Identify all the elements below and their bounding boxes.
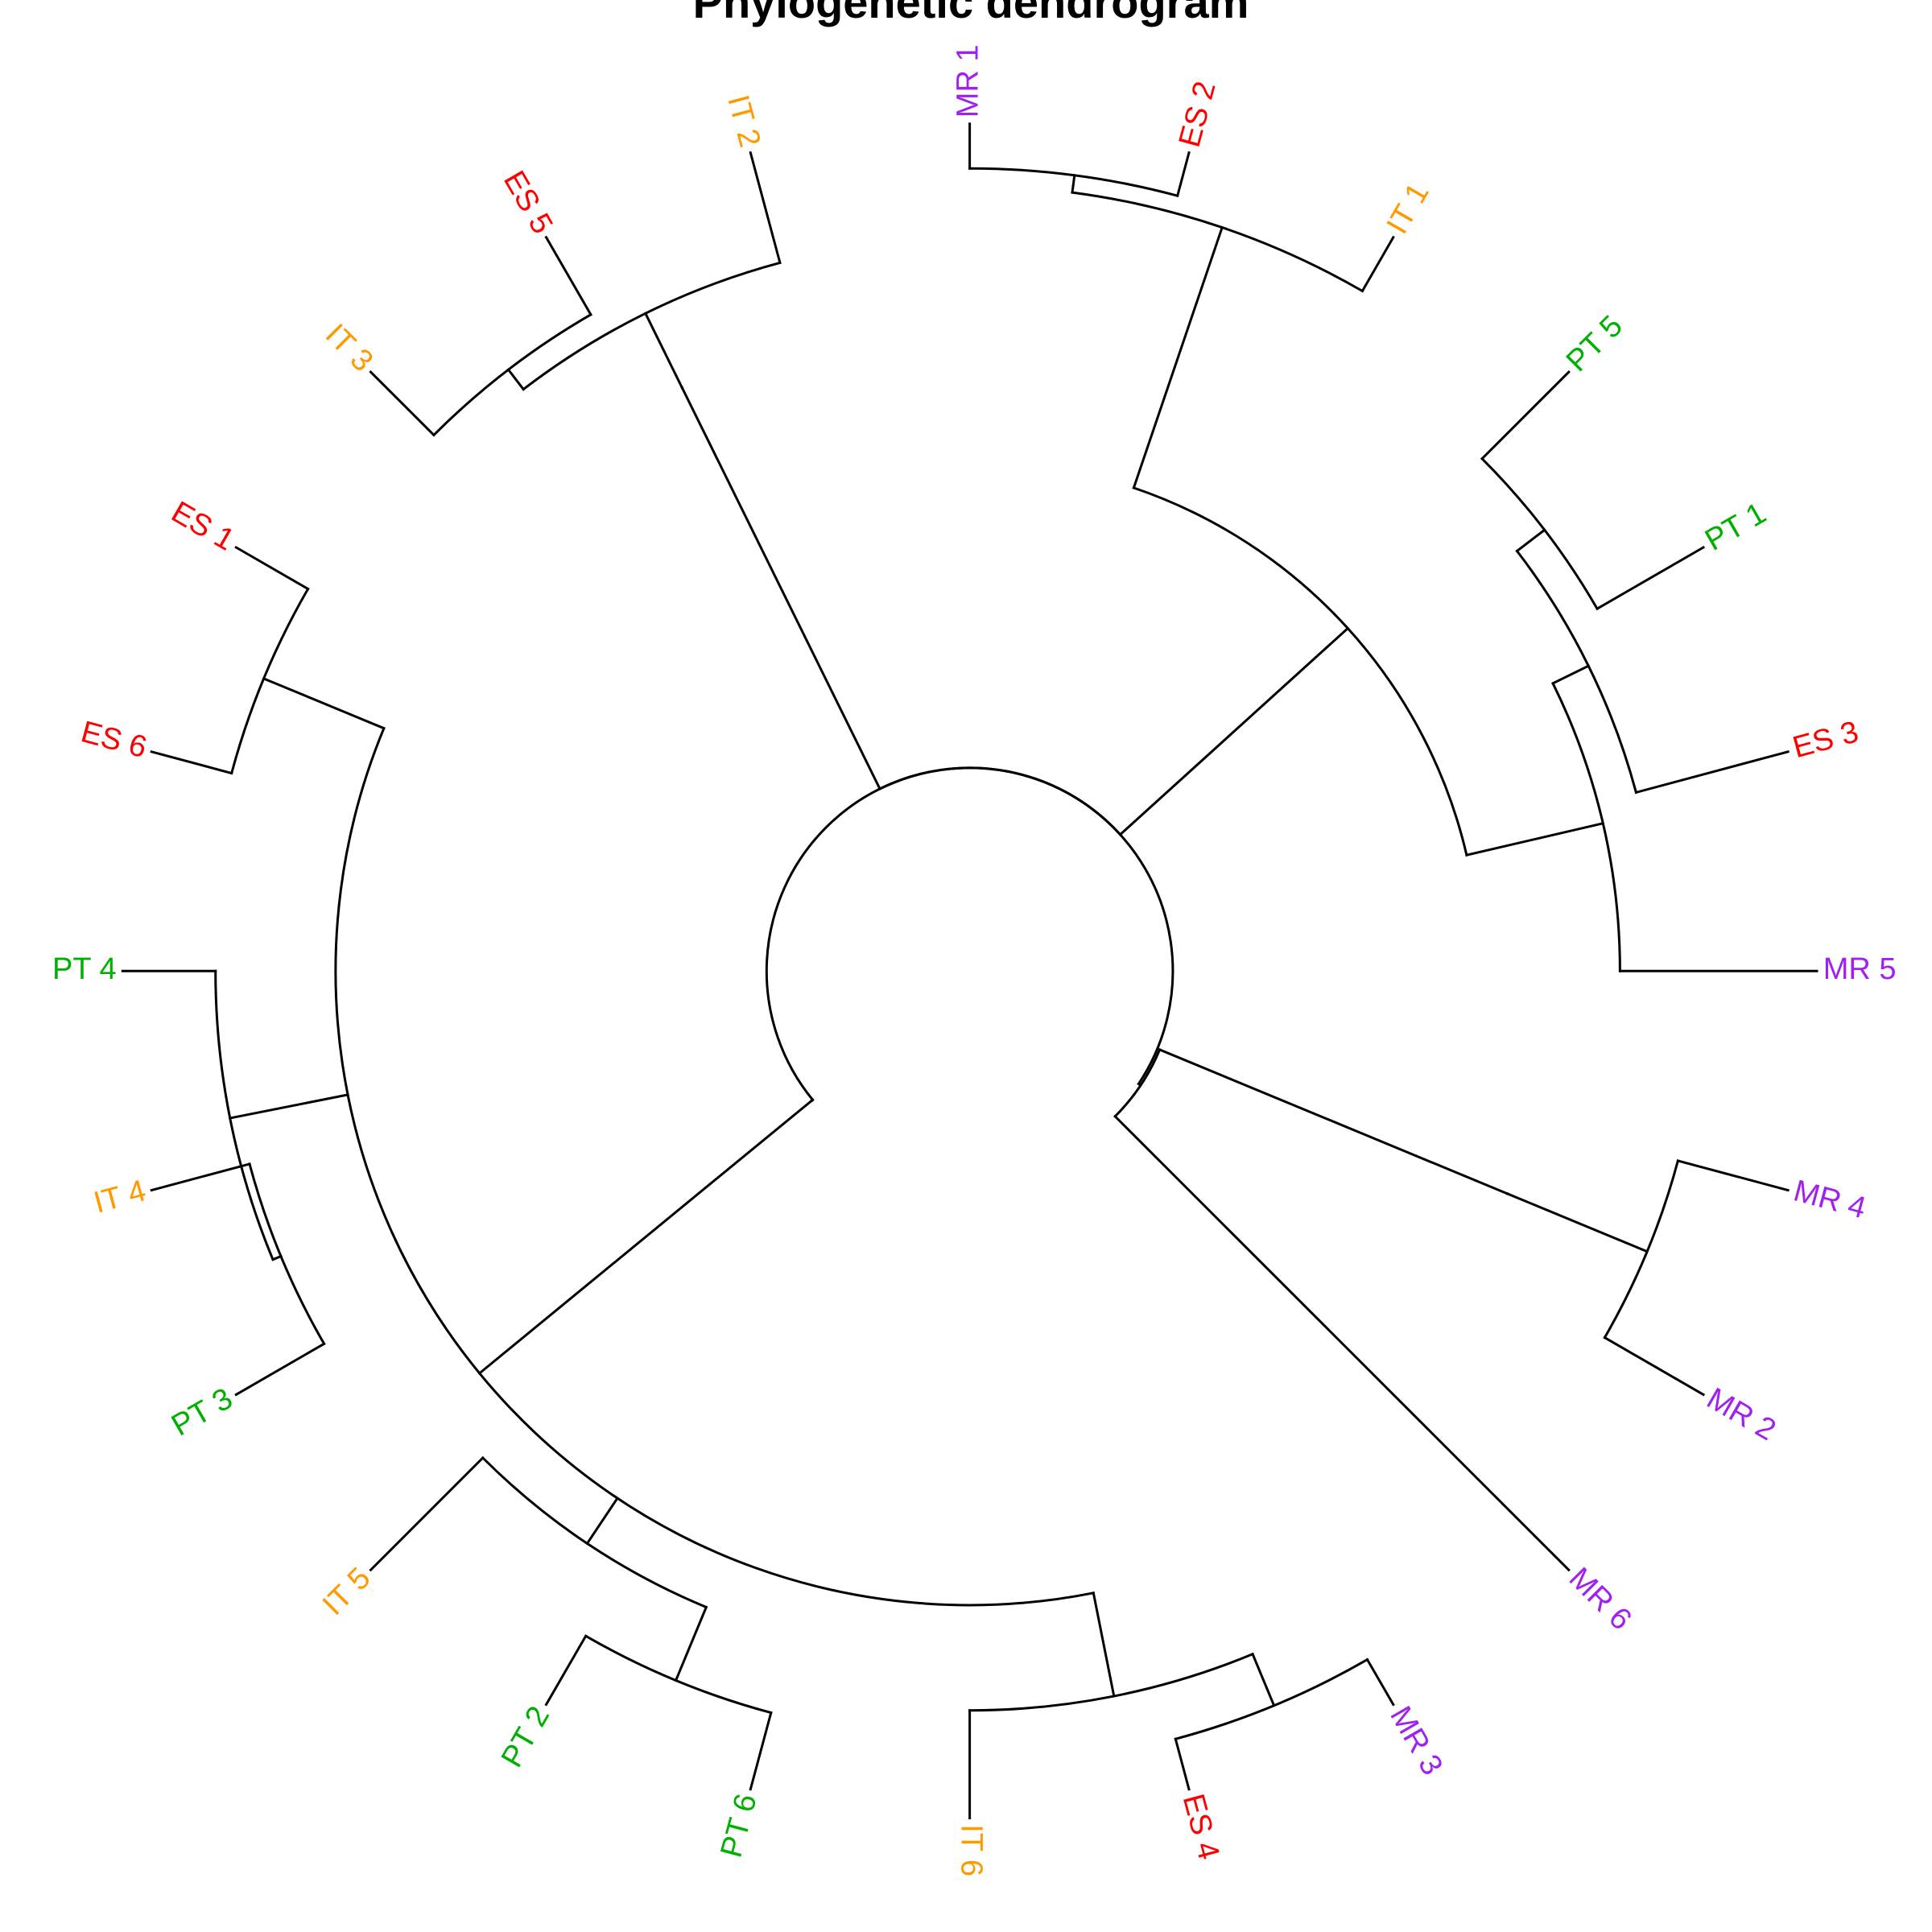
tip-branch: [749, 1711, 773, 1791]
branch-arc: [1515, 549, 1638, 795]
root-arc: [765, 766, 1174, 1102]
tip-branch: [749, 151, 782, 265]
branch-stem: [506, 368, 526, 391]
dendrogram-branches: [121, 122, 1818, 1819]
branch-arc: [431, 312, 592, 437]
tip-branch: [1596, 545, 1706, 611]
branch-stem: [228, 1093, 349, 1120]
tip-label: ES 3: [1790, 715, 1862, 765]
branch-stem: [1158, 1047, 1509, 1195]
tip-branch: [1480, 369, 1571, 460]
branch-arc: [248, 1162, 326, 1346]
branch-arc: [877, 766, 1122, 836]
branch-stem: [271, 1254, 283, 1261]
tip-branch: [234, 1342, 326, 1397]
tip-branch: [1676, 1159, 1790, 1192]
tip-branch: [1360, 235, 1395, 293]
branch-stem: [1132, 225, 1224, 489]
tip-branch: [234, 545, 310, 591]
tip-label: ES 6: [77, 715, 150, 765]
tip-label: MR 2: [1701, 1381, 1781, 1447]
tip-branch: [369, 369, 436, 437]
tip-label: PT 5: [1560, 309, 1629, 378]
tip-branch: [544, 1634, 588, 1707]
branch-arc: [229, 587, 310, 775]
tip-branch: [1174, 1737, 1191, 1791]
tip-branch: [1365, 1657, 1395, 1707]
tip-label: PT 2: [495, 1701, 556, 1773]
tip-label: ES 2: [1173, 78, 1223, 151]
tip-branch: [1175, 151, 1191, 198]
tip-branch: [150, 1162, 251, 1192]
branch-arc: [522, 261, 782, 391]
tip-branch: [1113, 1114, 1571, 1572]
tip-label: MR 5: [1823, 952, 1897, 986]
tip-branch: [1634, 749, 1790, 795]
tip-label: MR 1: [952, 44, 985, 118]
branch-stem: [1465, 821, 1605, 857]
branch-arc: [1132, 486, 1468, 857]
tip-label: IT 2: [720, 92, 766, 151]
branch-arc: [214, 969, 275, 1261]
branch-stem: [262, 676, 386, 730]
branch-arc: [1071, 191, 1364, 293]
tip-label: IT 6: [955, 1824, 989, 1876]
branch-stem: [1118, 626, 1350, 836]
tip-label: IT 1: [1381, 178, 1436, 240]
branch-arc: [1113, 1047, 1162, 1118]
tip-label: MR 3: [1383, 1701, 1449, 1781]
branch-stem: [1251, 1652, 1276, 1707]
branch-stem: [643, 312, 684, 390]
tip-label: IT 4: [90, 1174, 149, 1220]
branch-stem: [477, 1099, 814, 1376]
branch-arc: [968, 167, 1179, 198]
tip-label: MR 4: [1790, 1174, 1870, 1225]
tip-branch: [1603, 1335, 1706, 1397]
tip-label: IT 5: [316, 1561, 378, 1622]
tip-label: ES 1: [166, 495, 240, 558]
branch-arc: [481, 1455, 708, 1609]
branch-stem: [1551, 664, 1591, 685]
branch-arc: [1603, 1159, 1680, 1340]
branch-stem: [674, 1605, 708, 1682]
tip-label: PT 4: [52, 952, 117, 986]
branch-stem: [1505, 1191, 1649, 1253]
branch-stem: [585, 1496, 620, 1546]
tip-label: ES 5: [497, 165, 559, 239]
branch-arc: [584, 1634, 773, 1715]
tip-branch: [544, 235, 592, 316]
branch-arc: [1174, 1657, 1369, 1741]
branch-stem: [1092, 1591, 1116, 1698]
branch-arc: [1480, 456, 1600, 611]
tip-label: IT 3: [319, 318, 380, 379]
dendrogram-title: Phylogenetic dendrogram: [693, 0, 1249, 27]
tip-branch: [369, 1455, 485, 1572]
tip-label: PT 1: [1699, 497, 1772, 558]
branch-stem: [1071, 174, 1076, 194]
tip-branch: [150, 749, 233, 775]
branch-stem: [680, 386, 882, 791]
tip-label: ES 4: [1176, 1790, 1226, 1863]
branch-arc: [968, 1652, 1255, 1712]
branch-arc: [1551, 681, 1621, 972]
tip-label: PT 3: [166, 1381, 238, 1443]
branch-stem: [1515, 528, 1546, 553]
branch-arc: [334, 726, 1096, 1607]
tip-label: PT 6: [715, 1790, 764, 1861]
tip-label: MR 6: [1563, 1561, 1638, 1637]
